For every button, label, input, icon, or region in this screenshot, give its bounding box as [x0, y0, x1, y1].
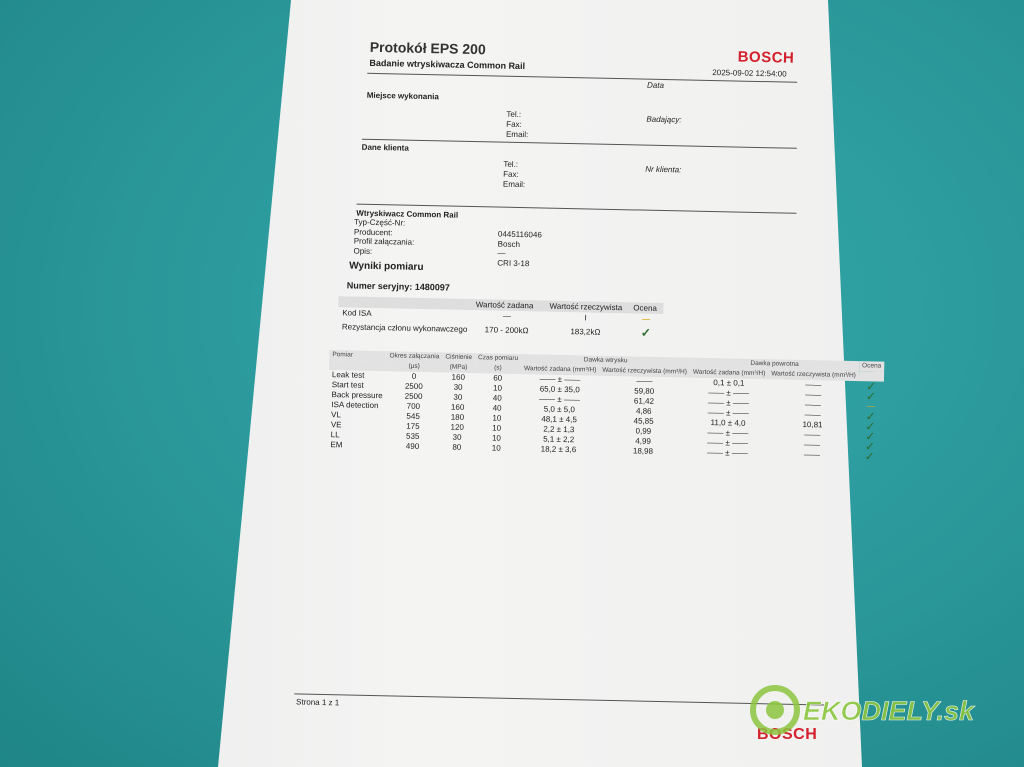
serial-number: Numer seryjny: 1480097 — [346, 280, 450, 293]
table-cell: 80 — [452, 442, 462, 452]
client-heading: Dane klienta — [361, 142, 409, 153]
bosch-logo: BOSCH — [737, 48, 795, 67]
table-cell: 490 — [405, 441, 420, 451]
gear-icon — [750, 685, 800, 735]
measurement-table: Pomiar Okres załączania Ciśnienie Czas pomi… — [327, 350, 885, 464]
table-cell: 18,98 — [632, 446, 654, 456]
injector-labels: Typ-Część-Nr: Producent: Profil załączania… — [353, 217, 415, 256]
table-cell: EM — [330, 440, 343, 450]
place-contact: Tel.: Fax: Email: — [505, 109, 529, 140]
table-cell: 30 — [453, 382, 463, 392]
table-cell: 160 — [451, 372, 466, 382]
table-cell: 160 — [450, 402, 465, 412]
injector-values: 0445116046 Bosch — CRI 3-18 — [497, 229, 542, 268]
table-cell: 10 — [491, 443, 501, 453]
tester-label: Badający: — [646, 114, 682, 125]
results-heading: Wyniki pomiaru — [349, 260, 424, 274]
page-number: Strona 1 z 1 — [295, 697, 340, 708]
table-cell: 180 — [450, 412, 465, 422]
table-cell: 120 — [450, 422, 465, 432]
ekodiely-watermark: EKODIELY.sk — [750, 685, 976, 735]
place-heading: Miejsce wykonania — [366, 90, 439, 102]
rating-icon: ✓ — [865, 389, 877, 404]
doc-title: Protokół EPS 200 — [369, 38, 486, 58]
rating-icon: ✓ — [864, 449, 875, 464]
client-contact: Tel.: Fax: Email: — [502, 159, 526, 190]
client-no-label: Nr klienta: — [645, 164, 682, 175]
date-label: Data — [646, 80, 665, 91]
date-value: 2025-09-02 12:54:00 — [712, 68, 787, 79]
table-cell: 18,2 ± 3,6 — [540, 444, 577, 455]
table-cell: —— ± —— — [706, 447, 748, 458]
table-cell: 30 — [453, 392, 463, 402]
table-cell: —— — [803, 450, 820, 460]
summary-table: Wartość zadana Wartość rzeczywista Ocena K… — [338, 296, 664, 341]
table-cell: 30 — [452, 432, 462, 442]
watermark-text: EKODIELY.sk — [803, 696, 976, 726]
